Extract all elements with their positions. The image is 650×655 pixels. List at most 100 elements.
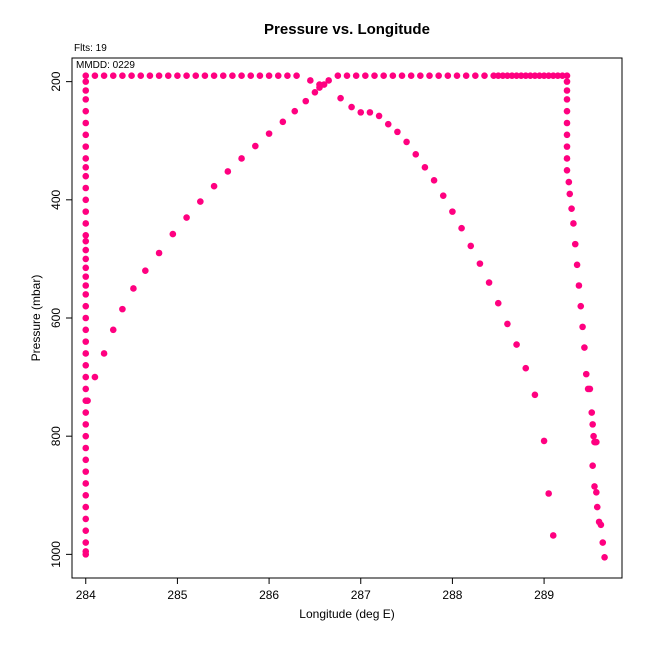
data-point [256, 72, 264, 80]
data-point [82, 164, 90, 171]
data-point [394, 128, 401, 136]
data-point [380, 72, 387, 80]
data-point [169, 230, 177, 238]
data-point [82, 155, 90, 162]
data-point [82, 208, 90, 215]
data-point [449, 208, 456, 215]
data-point [581, 344, 588, 351]
data-point [571, 240, 579, 248]
data-point [82, 468, 90, 475]
data-point [597, 521, 605, 529]
data-point [513, 341, 520, 348]
data-point [593, 438, 600, 446]
data-point [307, 77, 314, 84]
data-point [82, 72, 90, 80]
data-point [293, 72, 300, 80]
y-axis-label: Pressure (mbar) [29, 275, 43, 362]
data-point [458, 224, 465, 232]
y-tick-label: 600 [49, 308, 63, 328]
data-point [563, 166, 571, 174]
data-point [504, 72, 511, 80]
data-point [82, 491, 90, 499]
data-point [545, 490, 552, 497]
data-point [430, 177, 438, 184]
data-points [82, 72, 608, 561]
data-point [563, 107, 571, 115]
data-point [109, 326, 117, 334]
data-point [563, 119, 571, 127]
data-point [366, 109, 374, 116]
data-point [579, 323, 586, 331]
data-point [527, 72, 534, 80]
data-point [183, 72, 190, 80]
data-point [412, 151, 420, 158]
data-point [467, 242, 475, 250]
data-point [137, 72, 145, 80]
data-point [265, 72, 273, 80]
data-point [284, 72, 291, 80]
data-point [593, 503, 601, 511]
data-point [588, 409, 596, 416]
data-point [82, 231, 90, 239]
data-point [389, 72, 397, 80]
data-point [164, 72, 172, 80]
data-point [82, 385, 90, 393]
data-point [229, 72, 236, 80]
data-point [100, 350, 108, 357]
data-point [439, 192, 447, 199]
y-tick-label: 400 [49, 189, 63, 209]
data-point [274, 72, 282, 80]
data-point [82, 246, 90, 254]
data-point [494, 72, 502, 80]
data-point [82, 255, 90, 263]
data-point [247, 72, 255, 80]
data-point [82, 264, 90, 272]
data-point [426, 72, 433, 80]
data-point [348, 103, 355, 111]
x-tick-label: 288 [442, 588, 462, 602]
data-point [210, 72, 218, 80]
data-point [311, 88, 319, 96]
data-point [566, 190, 574, 198]
data-point [563, 143, 571, 150]
data-point [343, 72, 351, 80]
y-tick-label: 1000 [49, 541, 63, 568]
data-point [563, 78, 571, 85]
data-point [536, 72, 543, 80]
x-tick-label: 286 [259, 588, 279, 602]
data-point [82, 78, 90, 85]
data-point [82, 421, 90, 428]
data-point [84, 397, 91, 405]
data-point [130, 285, 137, 292]
data-point [601, 554, 608, 561]
mmdd-annotation: MMDD: 0229 [76, 60, 135, 71]
data-point [565, 178, 573, 186]
data-point [573, 261, 581, 269]
data-point [453, 72, 461, 80]
data-point [599, 539, 607, 546]
x-axis: 284 285 286 287 288 289 [76, 578, 554, 602]
x-tick-label: 287 [351, 588, 371, 602]
data-point [435, 72, 442, 80]
data-point [563, 72, 571, 80]
data-point [210, 182, 218, 190]
data-point [119, 305, 126, 313]
data-point [403, 138, 410, 146]
data-point [577, 302, 585, 310]
data-point [398, 72, 406, 80]
data-point [174, 72, 181, 80]
data-point [265, 130, 273, 137]
data-point [417, 72, 424, 80]
data-point [82, 503, 90, 511]
data-point [549, 72, 557, 80]
data-point [142, 267, 149, 275]
data-point [563, 87, 571, 94]
data-point [82, 432, 90, 440]
data-point [82, 480, 90, 487]
y-tick-label: 800 [49, 426, 63, 446]
data-point [109, 72, 117, 80]
data-point [82, 87, 90, 94]
data-point [201, 72, 209, 80]
data-point [238, 72, 245, 80]
